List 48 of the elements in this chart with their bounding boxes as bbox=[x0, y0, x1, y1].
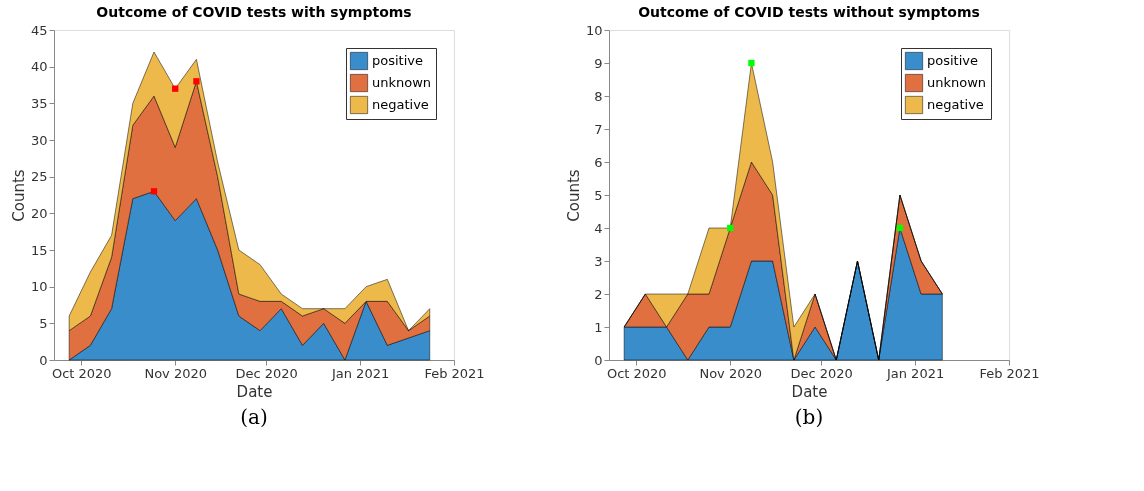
y-tick-label: 35 bbox=[30, 95, 48, 111]
legend-label: negative bbox=[372, 97, 429, 112]
y-tick-label: 5 bbox=[39, 315, 48, 331]
x-tick-label: Nov 2020 bbox=[144, 365, 208, 381]
x-axis-title: Date bbox=[236, 382, 273, 401]
x-tick-label: Nov 2020 bbox=[699, 365, 763, 381]
chart-title: Outcome of COVID tests without symptoms bbox=[638, 4, 980, 20]
y-tick-label: 20 bbox=[30, 205, 48, 221]
x-tick-label: Feb 2021 bbox=[979, 365, 1040, 381]
x-tick-label: Dec 2020 bbox=[790, 365, 853, 381]
x-tick-label: Dec 2020 bbox=[235, 365, 298, 381]
y-tick-label: 10 bbox=[30, 279, 48, 295]
legend-label: unknown bbox=[927, 75, 987, 90]
y-tick-label: 9 bbox=[594, 55, 603, 71]
y-tick-label: 25 bbox=[30, 169, 48, 185]
x-tick-label: Feb 2021 bbox=[424, 365, 485, 381]
y-tick-label: 2 bbox=[594, 286, 603, 302]
y-tick-label: 6 bbox=[594, 154, 603, 170]
point bbox=[150, 188, 158, 195]
legend-label: negative bbox=[927, 97, 984, 112]
chart-title: Outcome of COVID tests with symptoms bbox=[96, 4, 412, 20]
y-tick-label: 40 bbox=[30, 59, 48, 75]
y-tick-label: 30 bbox=[30, 132, 48, 148]
text: (b) bbox=[794, 405, 824, 429]
text: (a) bbox=[240, 405, 268, 429]
y-axis-title: Counts bbox=[9, 169, 28, 222]
x-tick-label: Oct 2020 bbox=[51, 365, 112, 381]
x-axis-title: Date bbox=[791, 382, 828, 401]
y-tick-label: 7 bbox=[594, 121, 603, 137]
legend-label: positive bbox=[372, 53, 423, 68]
y-tick-label: 3 bbox=[594, 253, 603, 269]
point bbox=[193, 78, 200, 85]
y-tick-label: 4 bbox=[594, 220, 603, 236]
y-axis-title: Counts bbox=[564, 169, 583, 222]
y-tick-label: 0 bbox=[39, 352, 48, 368]
legend-label: unknown bbox=[372, 75, 432, 90]
y-tick-label: 1 bbox=[594, 319, 603, 335]
y-tick-label: 45 bbox=[30, 22, 48, 38]
legend-label: positive bbox=[927, 53, 978, 68]
y-tick-label: 15 bbox=[30, 242, 48, 258]
y-tick-label: 5 bbox=[594, 187, 603, 203]
x-tick-label: Jan 2021 bbox=[885, 365, 945, 381]
y-tick-label: 0 bbox=[594, 352, 603, 368]
y-tick-label: 10 bbox=[585, 22, 603, 38]
y-tick-label: 8 bbox=[594, 88, 603, 104]
x-tick-label: Oct 2020 bbox=[606, 365, 667, 381]
point bbox=[172, 85, 179, 92]
x-tick-label: Jan 2021 bbox=[330, 365, 390, 381]
